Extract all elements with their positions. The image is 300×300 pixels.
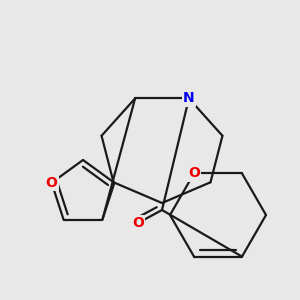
Text: O: O <box>46 176 58 190</box>
Text: N: N <box>183 92 195 105</box>
Text: O: O <box>188 167 200 180</box>
Text: O: O <box>132 216 144 230</box>
